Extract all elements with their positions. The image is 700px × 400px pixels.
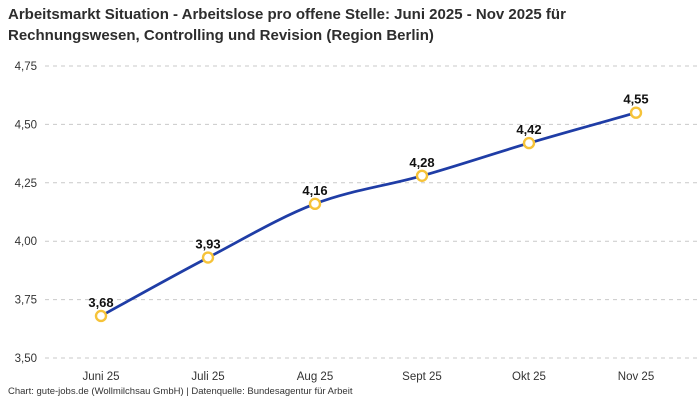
data-point-label: 3,93 — [195, 237, 220, 252]
y-tick-label: 4,75 — [15, 61, 37, 73]
x-tick-label: Nov 25 — [618, 371, 654, 383]
data-point-marker — [308, 197, 322, 211]
y-tick-label: 3,75 — [15, 295, 37, 307]
data-point-marker — [415, 169, 429, 182]
data-point-label: 4,55 — [623, 92, 648, 107]
x-tick-label: Aug 25 — [297, 371, 333, 383]
x-tick-label: Juli 25 — [191, 371, 224, 383]
data-point-marker — [522, 136, 536, 150]
x-tick-label: Sept 25 — [402, 371, 442, 383]
x-tick-label: Okt 25 — [512, 371, 546, 383]
data-point-marker — [201, 251, 215, 264]
y-tick-label: 4,25 — [15, 178, 37, 190]
trend-line — [99, 111, 638, 318]
data-point-label: 4,28 — [409, 155, 434, 170]
y-tick-label: 3,50 — [15, 353, 37, 365]
data-point-label: 4,42 — [516, 122, 541, 137]
chart-credit: Chart: gute-jobs.de (Wollmilchsau GmbH) … — [8, 386, 353, 397]
x-tick-label: Juni 25 — [82, 371, 119, 383]
chart-title: Arbeitsmarkt Situation - Arbeitslose pro… — [8, 6, 566, 44]
data-point-marker — [629, 106, 643, 119]
y-tick-label: 4,00 — [15, 236, 37, 248]
data-point-marker — [94, 309, 108, 323]
y-tick-label: 4,50 — [15, 119, 37, 131]
data-point-label: 4,16 — [302, 183, 327, 198]
data-point-label: 3,68 — [88, 295, 113, 310]
